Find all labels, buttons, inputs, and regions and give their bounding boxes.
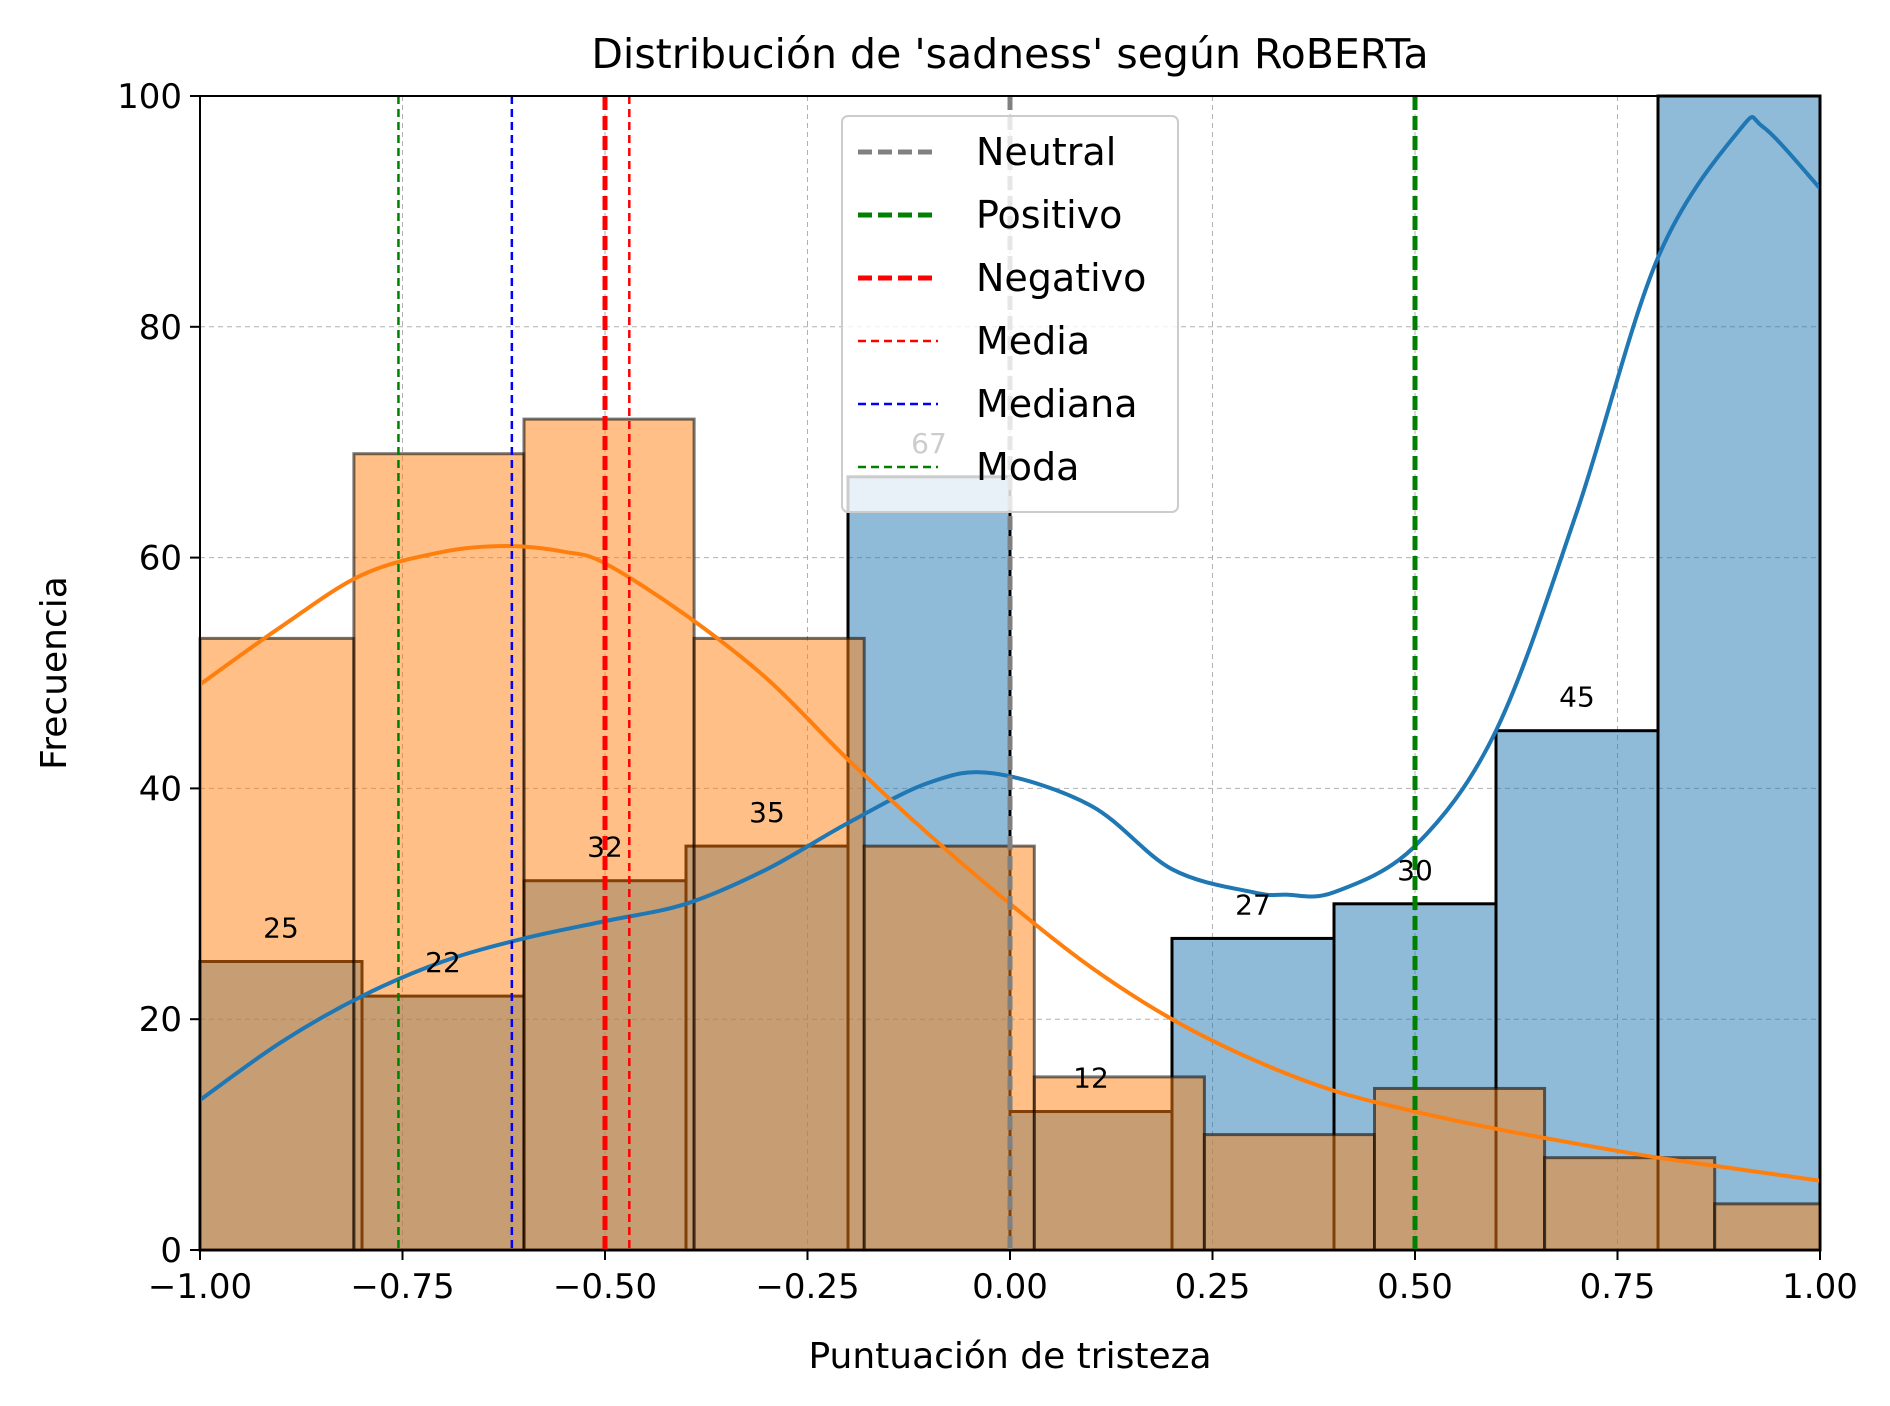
bar-value-label: 22	[425, 946, 461, 979]
bar-value-label: 35	[749, 796, 785, 829]
histogram-bar	[198, 636, 356, 1252]
histogram-bar	[692, 636, 866, 1252]
y-tick-label: 20	[139, 1000, 182, 1040]
kde-line	[198, 115, 1822, 1102]
chart-title: Distribución de 'sadness' según RoBERTa	[591, 30, 1428, 78]
legend-label: Mediana	[976, 382, 1138, 426]
legend-label: Positivo	[976, 193, 1122, 237]
x-tick-label: 0.75	[1580, 1267, 1656, 1307]
legend-label: Moda	[976, 445, 1079, 489]
kde-curves	[198, 115, 1822, 1183]
bar-value-label: 45	[1559, 681, 1595, 714]
x-tick-label: 0.50	[1377, 1267, 1453, 1307]
histogram-bar	[1543, 1156, 1717, 1252]
x-tick-label: −0.50	[553, 1267, 657, 1307]
legend-label: Negativo	[976, 256, 1146, 300]
bar-value-label: 12	[1073, 1062, 1109, 1095]
kde-line	[198, 544, 1821, 1183]
legend: Neutral Positivo Negativo Media Mediana Moda	[841, 115, 1179, 513]
histogram-bar	[1656, 94, 1822, 1252]
x-tick-label: −0.25	[755, 1267, 859, 1307]
y-tick-label: 80	[139, 308, 182, 348]
y-tick-label: 60	[139, 539, 182, 579]
legend-label: Neutral	[976, 130, 1116, 174]
y-tick-label: 0	[160, 1231, 182, 1271]
histogram-bar	[352, 452, 526, 1252]
x-tick-label: 0.25	[1175, 1267, 1251, 1307]
x-axis-title: Puntuación de tristeza	[808, 1336, 1211, 1377]
histogram-bars	[198, 94, 1822, 1252]
y-tick-label: 40	[139, 769, 182, 809]
x-tick-label: 1.00	[1782, 1267, 1858, 1307]
x-tick-label: 0.00	[972, 1267, 1048, 1307]
x-tick-label: −1.00	[148, 1267, 252, 1307]
histogram-bar	[1713, 1202, 1822, 1252]
x-tick-label: −0.75	[350, 1267, 454, 1307]
y-tick-label: 100	[117, 77, 182, 117]
bar-value-label: 27	[1235, 888, 1271, 921]
histogram-bar	[1032, 1075, 1206, 1252]
legend-label: Media	[976, 319, 1090, 363]
histogram-bar	[1202, 1133, 1377, 1252]
histogram-bar	[1373, 1086, 1547, 1252]
bar-value-label: 25	[263, 912, 299, 945]
y-axis-title: Frecuencia	[34, 576, 75, 770]
x-axis-ticks: −1.00 −0.75 −0.50 −0.25 0.00 0.25 0.50 0.75 1.00	[148, 1250, 1858, 1307]
y-axis-ticks: 0 20 40 60 80 100	[117, 77, 200, 1271]
